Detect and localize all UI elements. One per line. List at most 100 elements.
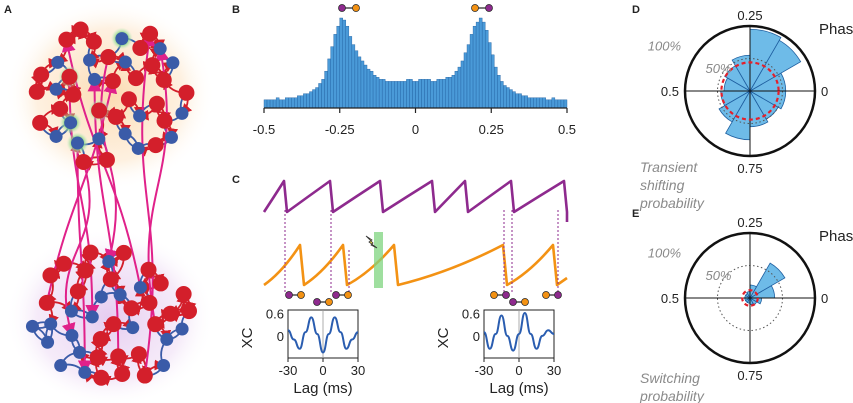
histogram-bar [430, 81, 434, 109]
histogram-bar [475, 21, 480, 109]
top-inhibitory-neuron [83, 53, 97, 67]
top-inhibitory-neuron [166, 56, 180, 70]
bottom-inhibitory-neuron [113, 288, 127, 302]
bottom-inhibitory-neuron [175, 322, 189, 336]
xcorr-x-tick-label: -30 [475, 363, 494, 378]
histogram-top-marker-left [338, 4, 360, 12]
histogram-bar [321, 79, 325, 109]
xcorr-y-tick-label: 0 [277, 329, 284, 344]
histogram-tick-label: -0.5 [253, 122, 275, 137]
histogram-bar [491, 54, 495, 109]
histogram-bar [263, 99, 268, 109]
top-inhibitory-neuron [71, 136, 85, 150]
long-range-connection [141, 31, 156, 376]
xcorr-x-tick-label: 0 [319, 363, 326, 378]
top-excitatory-neuron [132, 39, 149, 56]
histogram-bar [533, 97, 537, 109]
top-excitatory-neuron [107, 108, 124, 125]
long-range-connection [87, 77, 120, 357]
top-excitatory-neuron [178, 84, 195, 101]
histogram-bar [494, 66, 498, 109]
network-diagram [25, 21, 198, 386]
polar-caption-line: probability [639, 388, 705, 403]
top-excitatory-neuron [148, 95, 165, 112]
histogram-bar [451, 75, 456, 109]
pair-dot [297, 291, 305, 299]
xcorr-y-label: XC [239, 327, 256, 348]
polar-tick-top: 0.25 [737, 215, 762, 230]
top-excitatory-neuron [58, 31, 75, 48]
top-inhibitory-neuron [49, 82, 63, 96]
histogram-bar [466, 44, 471, 109]
histogram-bar [518, 93, 522, 109]
bottom-excitatory-neuron [105, 316, 122, 333]
xcorr-pair-dot [325, 298, 333, 306]
panel-label-e: E [632, 208, 639, 220]
bottom-inhibitory-neuron [94, 290, 108, 304]
histogram-bar [303, 93, 307, 109]
polar-tick-right: 0 [821, 291, 828, 306]
bottom-inhibitory-neuron [126, 321, 140, 335]
top-inhibitory-neuron [175, 106, 189, 120]
bottom-excitatory-neuron [92, 330, 109, 347]
histogram-bar [266, 99, 271, 109]
histogram-bar [436, 79, 440, 109]
histogram-bar [315, 87, 319, 109]
histogram-bar [327, 58, 331, 109]
histogram-bar [378, 79, 383, 109]
bottom-inhibitory-neuron [85, 310, 99, 324]
polar-tick-bottom: 0.75 [737, 161, 762, 176]
histogram-bar [424, 79, 428, 109]
histogram-bar [366, 68, 371, 109]
bottom-excitatory-neuron [89, 349, 106, 366]
top-excitatory-neuron [142, 25, 159, 42]
top-excitatory-neuron [120, 91, 137, 108]
polar-plot-e: 0.25 0.75 0.5 0 Phase 100% 50% Switching probabi… [639, 215, 853, 403]
top-inhibitory-neuron [64, 116, 78, 130]
histogram-bar [539, 97, 543, 109]
top-excitatory-neuron [144, 57, 161, 74]
long-range-connection [61, 161, 91, 338]
histogram-bar [324, 70, 328, 109]
histogram-bar [342, 19, 347, 109]
histogram-bar [530, 97, 534, 109]
bottom-inhibitory-neuron [157, 358, 171, 372]
histogram-bar [472, 25, 477, 109]
xcorr-x-label: Lag (ms) [293, 380, 352, 397]
histogram-bar [512, 91, 516, 109]
xcorr-pair-dot [509, 298, 517, 306]
xcorr-curve [483, 311, 555, 352]
histogram-tick-label: -0.25 [325, 122, 355, 137]
histogram-bar [503, 85, 507, 109]
bottom-inhibitory-neuron [64, 304, 78, 318]
polar-caption-line: Switching [640, 370, 700, 386]
xcorr-left: -30 0 30 0 0.6 XC Lag (ms) [239, 298, 365, 397]
voltage-traces [262, 179, 569, 299]
histogram-bar [469, 34, 474, 109]
top-inhibitory-neuron [49, 129, 63, 143]
bottom-excitatory-neuron [42, 267, 59, 284]
histogram-bar [557, 99, 562, 109]
pair-dot [285, 291, 293, 299]
top-excitatory-neuron [72, 21, 89, 38]
polar-ring-label-50: 50% [705, 268, 731, 283]
panel-label-d: D [632, 4, 640, 16]
top-inhibitory-neuron [118, 55, 132, 69]
bottom-inhibitory-neuron [54, 359, 68, 373]
top-inhibitory-neuron [118, 127, 132, 141]
histogram-bar [381, 79, 386, 109]
histogram-tick-label: 0.25 [479, 122, 504, 137]
phase-histogram: -0.5 -0.25 0 0.25 0.5 [253, 17, 576, 137]
pair-dot [554, 291, 562, 299]
polar-caption-line: shifting [640, 177, 685, 193]
histogram-bar [272, 99, 277, 109]
bottom-excitatory-neuron [93, 369, 110, 386]
histogram-bar [448, 77, 453, 109]
histogram-bar [500, 81, 504, 109]
histogram-bar [409, 79, 413, 109]
xcorr-x-label: Lag (ms) [489, 380, 548, 397]
histogram-bar [357, 56, 362, 109]
histogram-bar [454, 70, 459, 109]
top-excitatory-neuron [155, 71, 172, 88]
xcorr-y-tick-label: 0.6 [266, 307, 284, 322]
